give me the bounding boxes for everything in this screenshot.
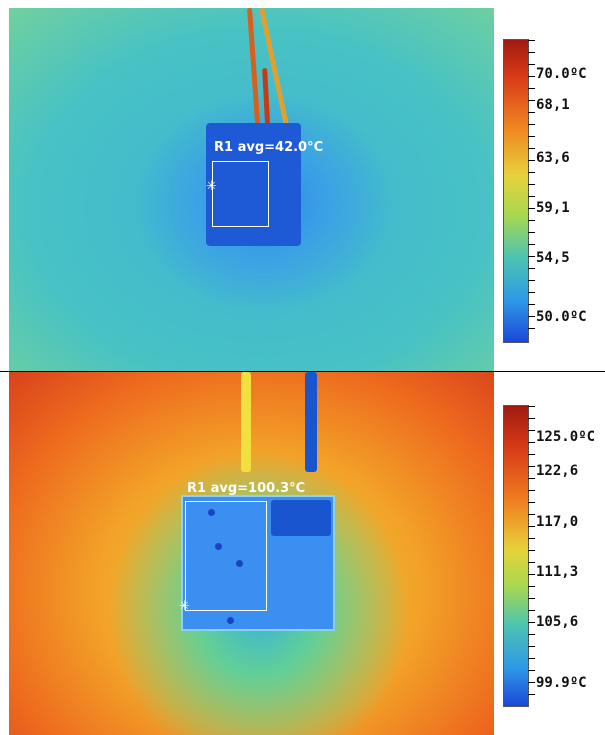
cold-spot [236,560,243,567]
scale-label-min: 50.0ºC [536,309,587,325]
cold-spot [208,509,215,516]
scale-ticks [528,406,535,704]
scale-label: 111,3 [536,564,579,580]
scale-label: 63,6 [536,150,570,166]
wire [305,372,317,472]
device-block [206,123,301,246]
thermal-panel-bottom: R1 avg=100.3°C ✳ 125.0ºC 122,6 117,0 111… [0,372,605,735]
scale-label: 105,6 [536,614,579,630]
scale-label-max: 70.0ºC [536,66,587,82]
cold-spot [215,543,222,550]
thermal-image-top: R1 avg=42.0°C ✳ [9,8,494,371]
spot-marker-icon: ✳ [206,179,217,194]
scale-label: 59,1 [536,200,570,216]
color-scale-bar [503,39,529,343]
wire [241,372,251,472]
wire [247,8,261,133]
scale-label: 117,0 [536,514,579,530]
color-scale-bar [503,405,529,707]
scale-ticks [528,40,535,340]
roi-label: R1 avg=42.0°C [214,140,324,155]
roi-box [185,501,267,611]
thermal-panel-top: R1 avg=42.0°C ✳ 70.0ºC 68,1 63,6 59,1 54… [0,8,605,373]
cold-spot [227,617,234,624]
spot-marker-icon: ✳ [179,599,190,614]
roi-label: R1 avg=100.3°C [187,481,306,496]
scale-label: 54,5 [536,250,570,266]
thermal-image-bottom: R1 avg=100.3°C ✳ [9,372,494,735]
device-chip [271,500,331,536]
scale-label-min: 99.9ºC [536,675,587,691]
scale-label: 122,6 [536,463,579,479]
roi-box [212,161,269,227]
scale-label: 68,1 [536,97,570,113]
scale-label-max: 125.0ºC [536,429,596,445]
